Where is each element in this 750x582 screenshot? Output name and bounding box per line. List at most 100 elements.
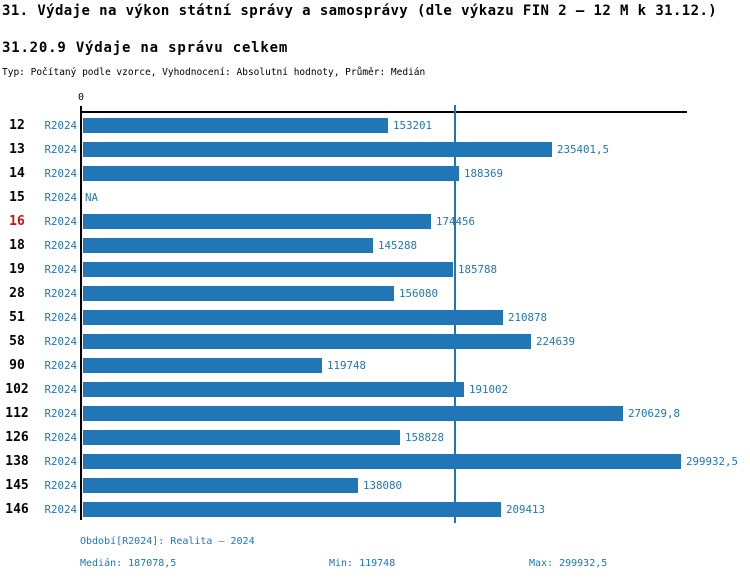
bar-area: 138080 [83, 473, 402, 497]
bar-area: 145288 [83, 233, 417, 257]
chart-row: 102 R2024 191002 [0, 377, 750, 401]
value-bar [83, 453, 681, 469]
missing-value-label: NA [85, 190, 99, 204]
bar-value-label: 145288 [378, 238, 418, 252]
max-stat: Max: 299932,5 [529, 558, 608, 569]
value-bar [83, 117, 388, 133]
bar-value-label: 299932,5 [686, 454, 739, 468]
row-period-label: R2024 [44, 382, 77, 396]
chart-meta-line: Typ: Počítaný podle vzorce, Vyhodnocení:… [2, 67, 426, 78]
row-number-label: 90 [9, 357, 25, 373]
bar-area: 156080 [83, 281, 438, 305]
bar-value-label: 174456 [436, 214, 476, 228]
chart-row: 145 R2024 138080 [0, 473, 750, 497]
value-bar [83, 405, 623, 421]
row-number-label: 18 [9, 237, 25, 253]
row-period-label: R2024 [44, 214, 77, 228]
row-period-label: R2024 [44, 406, 77, 420]
bar-area: NA [83, 185, 98, 209]
value-bar [83, 237, 373, 253]
page-title: 31. Výdaje na výkon státní správy a samo… [2, 3, 718, 19]
bar-area: 270629,8 [83, 401, 680, 425]
axis-zero-tick-label: 0 [77, 92, 85, 103]
row-number-label: 15 [9, 189, 25, 205]
row-number-label: 28 [9, 285, 25, 301]
row-period-label: R2024 [44, 358, 77, 372]
bar-value-label: 156080 [399, 286, 439, 300]
value-bar [83, 381, 464, 397]
row-number-label: 138 [5, 453, 29, 469]
bar-area: 158828 [83, 425, 444, 449]
row-number-label: 16 [9, 213, 25, 229]
bar-chart: 12 R2024 153201 13 R2024 235401,5 14 R2024 18836… [0, 113, 750, 521]
bar-value-label: 185788 [458, 262, 498, 276]
bar-area: 119748 [83, 353, 366, 377]
chart-row: 51 R2024 210878 [0, 305, 750, 329]
row-period-label: R2024 [44, 286, 77, 300]
bar-value-label: 235401,5 [557, 142, 610, 156]
row-number-label: 146 [5, 501, 29, 517]
chart-row: 28 R2024 156080 [0, 281, 750, 305]
bar-area: 174456 [83, 209, 475, 233]
value-bar [83, 285, 394, 301]
row-number-label: 12 [9, 117, 25, 133]
bar-area: 185788 [83, 257, 497, 281]
min-stat: Min: 119748 [329, 558, 396, 569]
chart-row: 112 R2024 270629,8 [0, 401, 750, 425]
row-number-label: 13 [9, 141, 25, 157]
row-period-label: R2024 [44, 118, 77, 132]
value-bar [83, 333, 531, 349]
bar-area: 235401,5 [83, 137, 609, 161]
value-bar [83, 309, 503, 325]
chart-row: 58 R2024 224639 [0, 329, 750, 353]
row-number-label: 58 [9, 333, 25, 349]
chart-row: 14 R2024 188369 [0, 161, 750, 185]
value-bar [83, 261, 453, 277]
bar-value-label: 188369 [464, 166, 504, 180]
value-bar [83, 501, 501, 517]
y-axis-line [80, 106, 82, 520]
row-period-label: R2024 [44, 478, 77, 492]
value-bar [83, 357, 322, 373]
chart-row: 15 R2024 NA [0, 185, 750, 209]
row-period-label: R2024 [44, 430, 77, 444]
x-axis-line [80, 111, 687, 113]
chart-row: 146 R2024 209413 [0, 497, 750, 521]
bar-area: 153201 [83, 113, 432, 137]
bar-value-label: 210878 [508, 310, 548, 324]
bar-value-label: 209413 [506, 502, 546, 516]
bar-area: 299932,5 [83, 449, 738, 473]
median-stat: Medián: 187078,5 [80, 558, 177, 569]
chart-row: 13 R2024 235401,5 [0, 137, 750, 161]
value-bar [83, 213, 431, 229]
row-period-label: R2024 [44, 190, 77, 204]
chart-row: 16 R2024 174456 [0, 209, 750, 233]
row-number-label: 102 [5, 381, 29, 397]
bar-value-label: 119748 [327, 358, 367, 372]
bar-value-label: 153201 [393, 118, 433, 132]
row-number-label: 19 [9, 261, 25, 277]
row-period-label: R2024 [44, 502, 77, 516]
row-number-label: 145 [5, 477, 29, 493]
bar-value-label: 191002 [469, 382, 509, 396]
bar-area: 188369 [83, 161, 503, 185]
bar-value-label: 224639 [536, 334, 576, 348]
value-bar [83, 429, 400, 445]
bar-area: 209413 [83, 497, 545, 521]
value-bar [83, 141, 552, 157]
row-period-label: R2024 [44, 454, 77, 468]
row-number-label: 126 [5, 429, 29, 445]
chart-row: 90 R2024 119748 [0, 353, 750, 377]
row-period-label: R2024 [44, 238, 77, 252]
chart-row: 19 R2024 185788 [0, 257, 750, 281]
bar-value-label: 270629,8 [628, 406, 681, 420]
bar-area: 191002 [83, 377, 508, 401]
value-bar [83, 165, 459, 181]
period-label: Období[R2024]: Realita – 2024 [80, 536, 255, 547]
chart-row: 126 R2024 158828 [0, 425, 750, 449]
row-number-label: 14 [9, 165, 25, 181]
row-period-label: R2024 [44, 142, 77, 156]
row-period-label: R2024 [44, 166, 77, 180]
chart-row: 18 R2024 145288 [0, 233, 750, 257]
